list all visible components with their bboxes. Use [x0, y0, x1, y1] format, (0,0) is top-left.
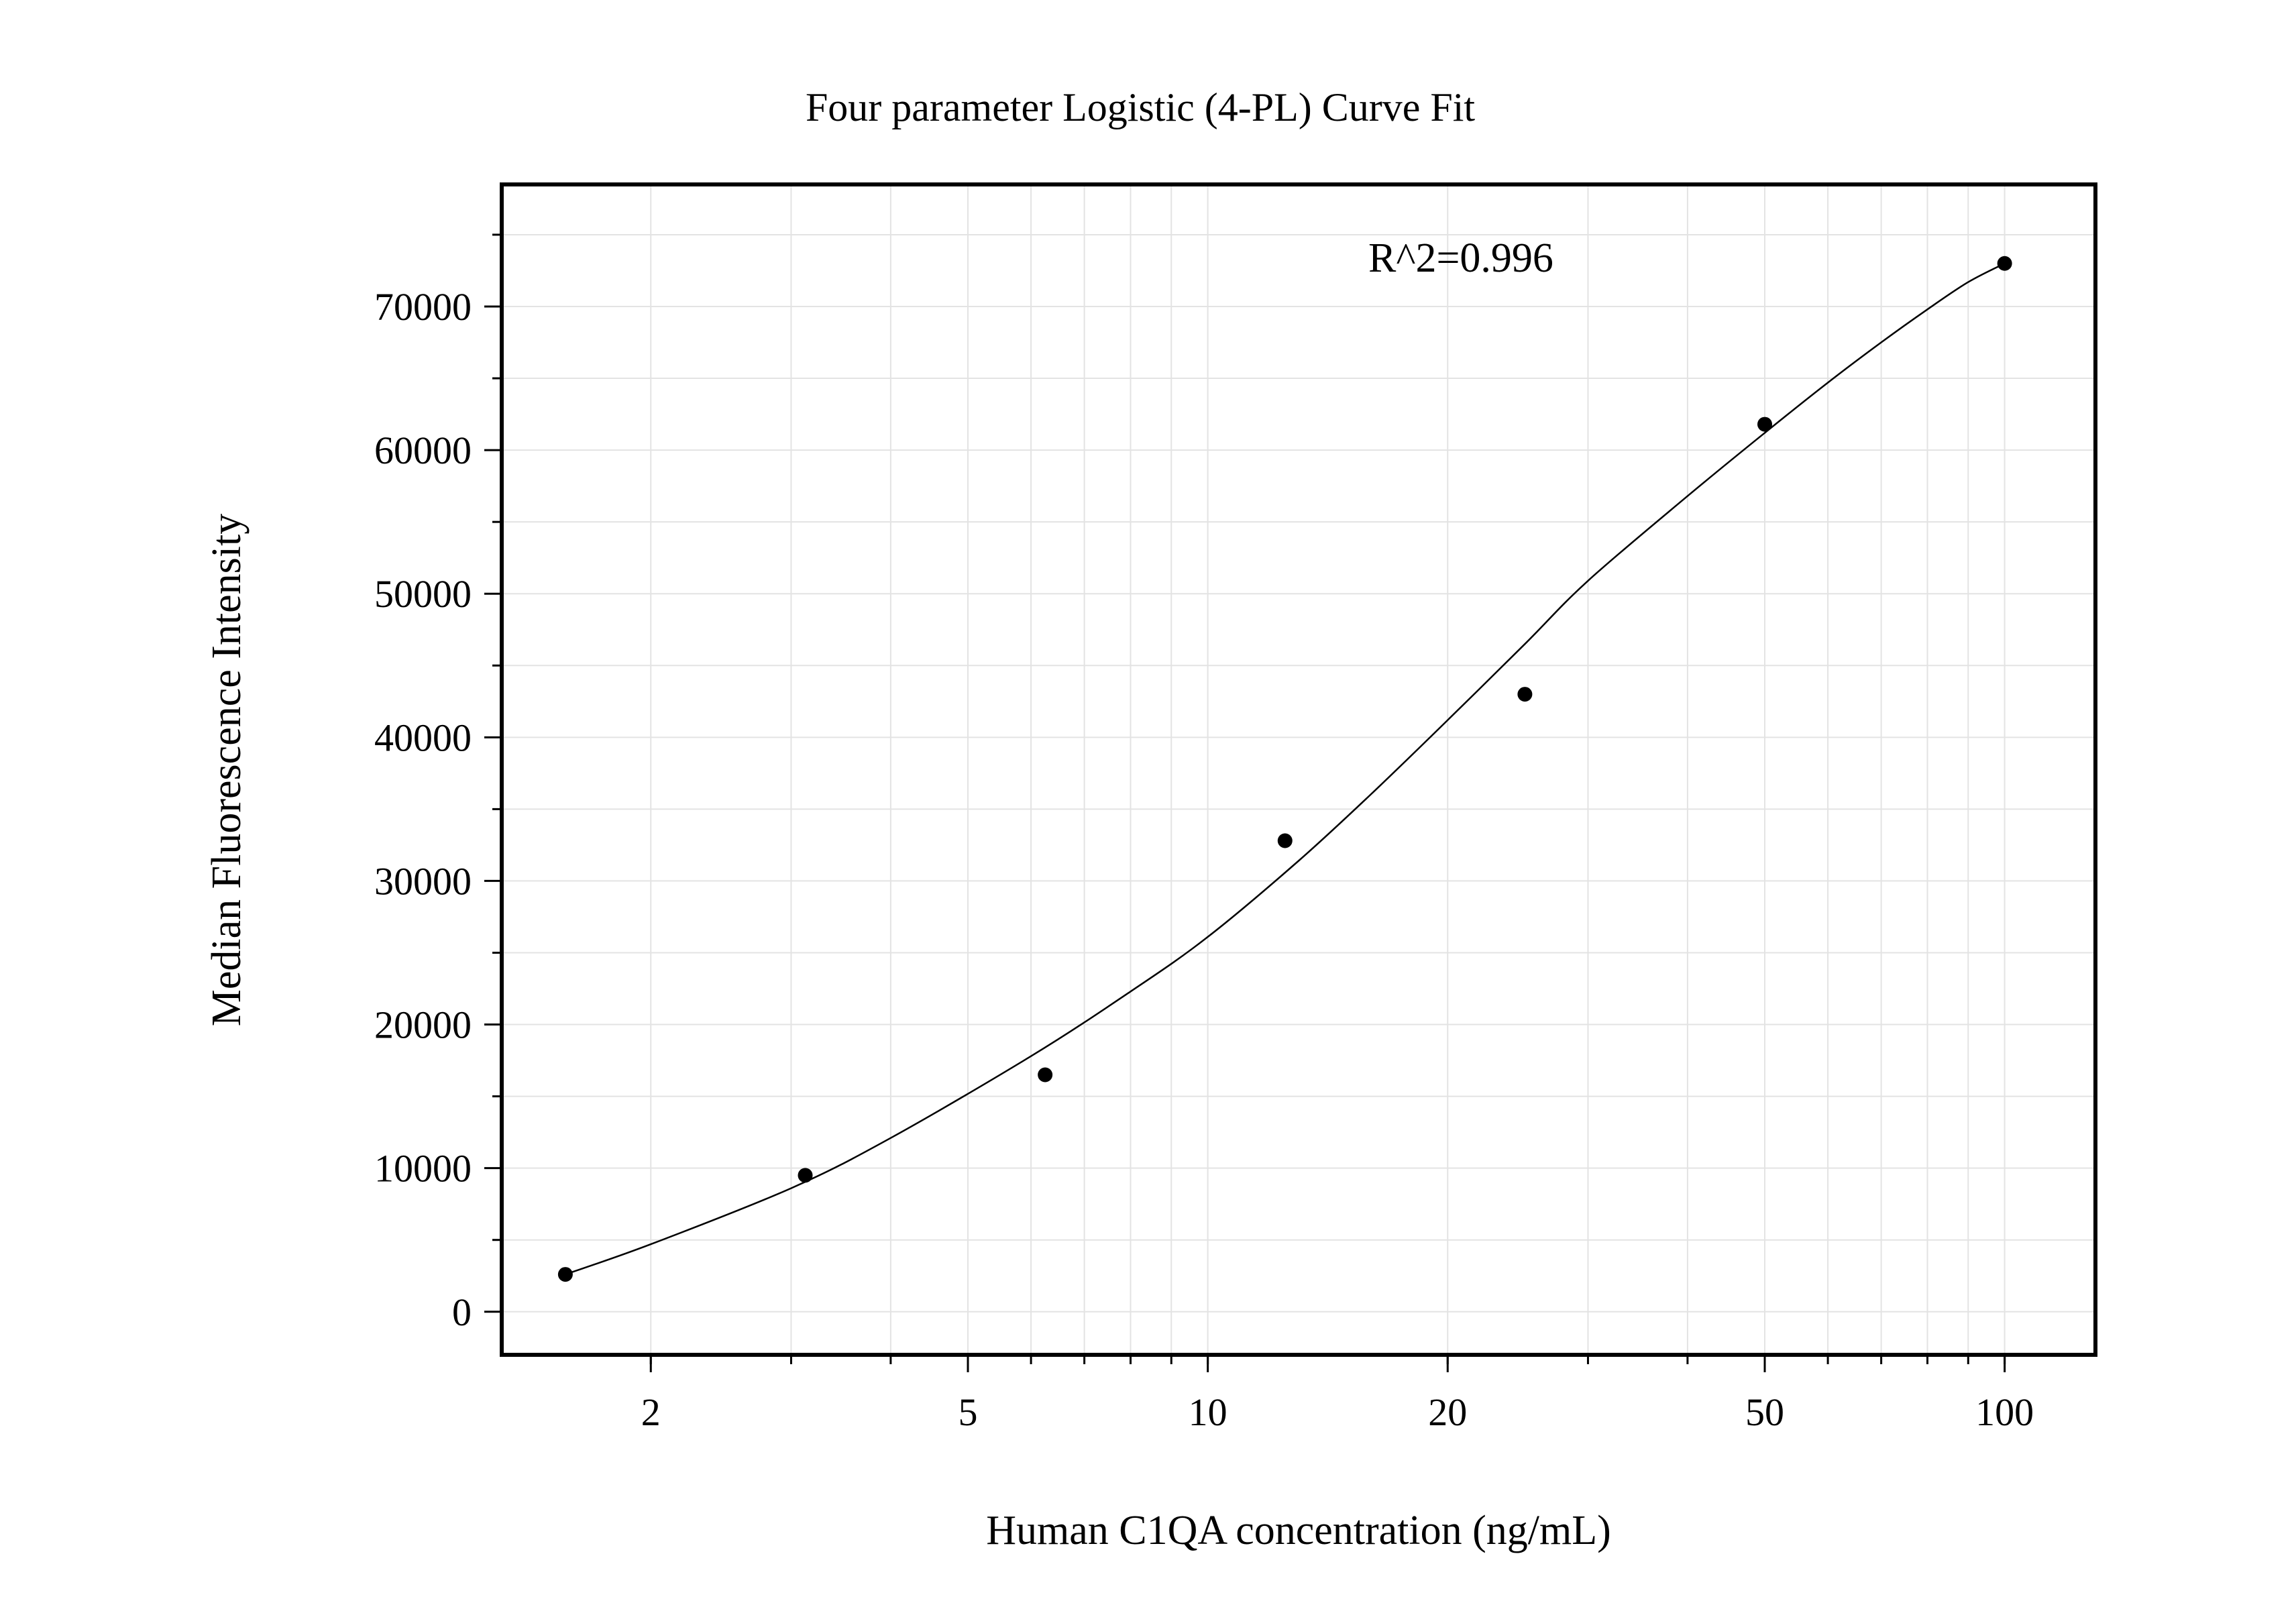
data-point: [798, 1168, 813, 1183]
x-tick-label: 50: [1745, 1390, 1784, 1434]
y-tick-label: 70000: [374, 285, 472, 329]
y-tick-label: 60000: [374, 429, 472, 472]
data-point: [1997, 256, 2012, 271]
data-points-layer: [557, 256, 2012, 1282]
x-axis-label: Human C1QA concentration (ng/mL): [986, 1508, 1611, 1553]
data-point: [1757, 417, 1773, 432]
y-axis-label: Median Fluorescence Intensity: [204, 514, 250, 1026]
x-tick-label: 20: [1428, 1390, 1467, 1434]
y-tick-label: 50000: [374, 572, 472, 616]
data-point: [557, 1267, 573, 1282]
data-point: [1277, 833, 1293, 848]
chart-title: Four parameter Logistic (4-PL) Curve Fit: [806, 85, 1475, 129]
fit-curve-line: [565, 262, 2006, 1276]
y-tick-label: 30000: [374, 859, 472, 903]
x-tick-label: 100: [1975, 1390, 2034, 1434]
x-tick-label: 2: [641, 1390, 661, 1434]
y-tick-label: 20000: [374, 1003, 472, 1047]
fit-curve-layer: [565, 262, 2006, 1276]
x-tick-label: 10: [1189, 1390, 1227, 1434]
ticks-layer: [484, 233, 2006, 1372]
y-tick-label: 40000: [374, 716, 472, 759]
y-tick-label: 0: [452, 1290, 472, 1334]
r-squared-annotation: R^2=0.996: [1368, 235, 1553, 281]
plot-frame: [500, 182, 2097, 1357]
x-tick-label: 5: [959, 1390, 978, 1434]
tick-labels-layer: 2 5 10 20 50 100 0 10000 20000 30000 40000 50000 600…: [374, 285, 2034, 1434]
grid-layer: [502, 184, 2095, 1355]
data-point: [1038, 1067, 1053, 1083]
data-point: [1517, 687, 1533, 702]
y-tick-label: 10000: [374, 1147, 472, 1190]
